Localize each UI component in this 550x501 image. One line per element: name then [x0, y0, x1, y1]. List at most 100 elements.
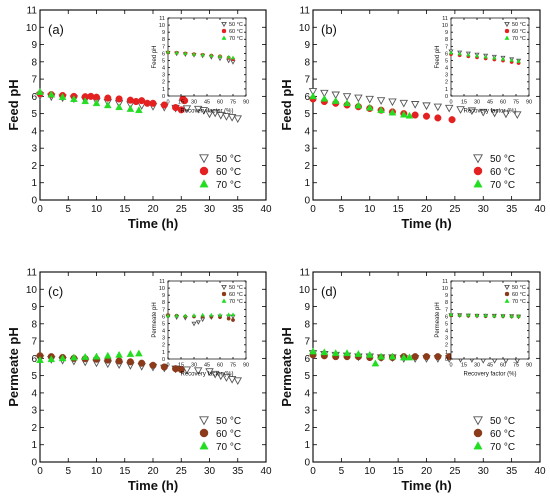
inset-y-tick-label: 1	[162, 87, 165, 93]
inset-x-tick-label: 0	[449, 363, 452, 369]
inset-y-tick-label: 10	[442, 286, 448, 292]
inset-y-tick-label: 1	[445, 350, 448, 356]
inset-legend-marker	[221, 21, 227, 28]
inset-data-point	[191, 51, 197, 56]
inset-legend-entry: 60 °C	[512, 292, 526, 298]
inset-y-tick-label: 8	[162, 300, 165, 306]
legend-marker	[199, 154, 209, 164]
inset-y-tick-label: 11	[442, 16, 448, 22]
data-point	[513, 111, 522, 120]
inset-series-2	[165, 312, 236, 318]
y-tick-label: 9	[31, 40, 37, 51]
data-point	[354, 101, 363, 109]
y-tick-label: 0	[31, 196, 37, 207]
data-point	[365, 103, 374, 111]
inset-x-tick-label: 0	[166, 363, 169, 369]
inset-y-tick-label: 7	[162, 307, 165, 313]
inset-x-tick-label: 75	[230, 363, 236, 369]
x-tick-label: 10	[364, 204, 376, 215]
inset-x-tick-label: 90	[526, 100, 532, 106]
x-tick-label: 20	[421, 204, 433, 215]
inset-y-tick-label: 7	[445, 44, 448, 50]
x-tick-label: 20	[147, 204, 159, 215]
y-tick-label: 0	[31, 458, 37, 469]
data-point	[434, 114, 442, 122]
inset-data-point	[200, 312, 205, 317]
y-tick-label: 3	[304, 144, 310, 155]
inset-y-tick-label: 4	[445, 66, 448, 72]
x-tick-label: 10	[91, 466, 103, 477]
data-point	[410, 101, 420, 109]
inset-y-tick-label: 11	[159, 279, 165, 285]
inset-y-tick-label: 3	[445, 73, 448, 79]
y-axis-label: Permeate pH	[6, 327, 21, 406]
inset-data-point	[226, 312, 231, 317]
inset-y-tick-label: 0	[162, 94, 165, 100]
inset-data-point	[483, 54, 488, 59]
inset-legend-entry: 50 °C	[229, 22, 243, 28]
inset-y-tick-label: 9	[445, 293, 448, 299]
inset-legend-marker	[504, 21, 510, 28]
data-point	[138, 359, 146, 367]
data-point	[331, 91, 340, 100]
y-tick-label: 1	[304, 178, 310, 189]
x-tick-label: 20	[147, 466, 159, 477]
data-point	[405, 353, 414, 361]
y-tick-label: 4	[31, 126, 37, 137]
inset-data-point	[183, 313, 188, 318]
inset-series-2	[448, 312, 521, 318]
data-point	[205, 368, 214, 376]
data-point	[216, 111, 226, 120]
y-tick-label: 3	[31, 406, 37, 417]
legend-marker	[199, 166, 209, 176]
inset-legend-entry: 60 °C	[512, 29, 526, 35]
inset-y-tick-label: 6	[445, 314, 448, 320]
data-point	[70, 95, 78, 102]
legend-entry: 50 °C	[216, 154, 241, 165]
inset-legend-marker	[221, 298, 227, 303]
y-tick-label: 5	[31, 371, 37, 382]
inset-legend-entry: 70 °C	[512, 36, 526, 42]
inset-data-point	[226, 316, 231, 321]
y-tick-label: 11	[27, 6, 38, 17]
inset-data-point	[466, 312, 471, 317]
inset-y-tick-label: 5	[162, 58, 165, 64]
data-point	[405, 111, 414, 119]
x-tick-label: 40	[534, 466, 546, 477]
x-tick-label: 25	[176, 204, 188, 215]
inset-y-tick-label: 5	[162, 321, 165, 327]
legend-marker	[473, 416, 483, 426]
inset-data-point	[516, 58, 521, 63]
data-point	[501, 110, 511, 119]
y-tick-label: 4	[304, 126, 310, 137]
series-2	[309, 92, 414, 119]
data-point	[160, 363, 168, 371]
data-point	[411, 353, 419, 361]
data-point	[308, 88, 318, 96]
inset-x-tick-label: 30	[474, 100, 480, 106]
inset-x-tick-label: 75	[513, 100, 519, 106]
x-tick-label: 15	[393, 466, 405, 477]
data-point	[399, 110, 408, 118]
y-tick-label: 3	[304, 406, 310, 417]
inset-plot-frame	[450, 280, 530, 360]
inset-data-point	[217, 312, 223, 317]
data-point	[422, 353, 431, 361]
y-tick-label: 0	[304, 458, 310, 469]
inset-legend-marker	[221, 35, 227, 40]
y-tick-label: 6	[304, 92, 310, 103]
inset-data-point	[500, 313, 506, 318]
y-axis-label: Permeate pH	[279, 327, 294, 406]
inset-y-tick-label: 0	[445, 94, 448, 100]
inset-x-axis-label: Recovery factor (%)	[463, 372, 516, 378]
data-point	[331, 349, 340, 357]
data-point	[331, 96, 340, 104]
y-tick-label: 10	[26, 285, 38, 296]
x-tick-label: 10	[91, 204, 103, 215]
inset-data-point	[457, 51, 462, 56]
inset-y-tick-label: 2	[162, 343, 165, 349]
x-tick-label: 30	[204, 466, 216, 477]
x-tick-label: 25	[449, 466, 461, 477]
y-axis-label: Feed pH	[279, 79, 294, 130]
